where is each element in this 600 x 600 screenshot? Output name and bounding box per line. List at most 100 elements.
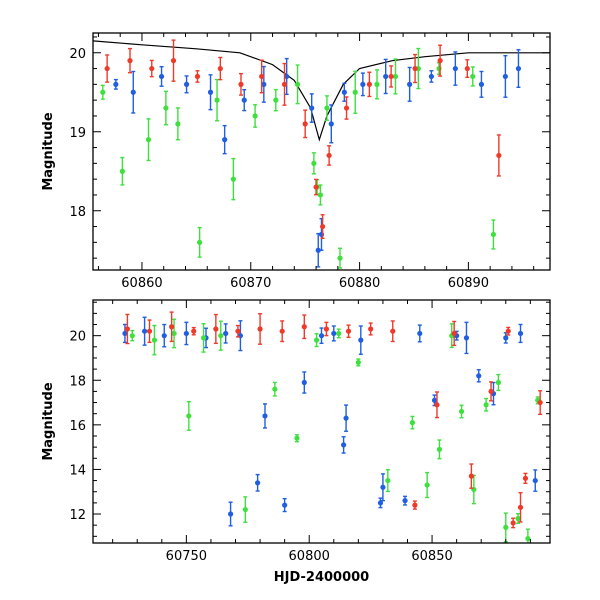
data-point-blue xyxy=(476,369,482,383)
data-point-blue xyxy=(237,320,244,352)
data-point-red xyxy=(257,313,263,345)
data-point-red xyxy=(437,44,443,77)
x-tick-label: 60750 xyxy=(166,549,207,564)
data-point-red xyxy=(104,54,110,83)
data-point-green xyxy=(392,58,399,95)
data-point-green xyxy=(294,64,301,105)
data-point-green xyxy=(470,66,476,87)
data-point-green xyxy=(218,320,224,351)
y-tick-label: 18 xyxy=(69,374,86,389)
data-point-green xyxy=(214,78,220,122)
x-tick-label: 60800 xyxy=(289,549,330,564)
y-tick-label: 19 xyxy=(69,126,86,141)
data-point-green xyxy=(337,247,343,269)
data-point-blue xyxy=(517,323,524,344)
data-point-green xyxy=(163,90,169,126)
data-point-green xyxy=(151,324,158,356)
data-point-red xyxy=(517,492,524,523)
data-point-red xyxy=(537,390,543,416)
data-point-green xyxy=(129,329,135,342)
data-point-red xyxy=(127,47,133,74)
data-point-blue xyxy=(383,58,389,95)
data-point-green xyxy=(352,70,358,114)
data-point-green xyxy=(273,88,279,112)
bottom-x-axis-label: HJD-2400000 xyxy=(274,570,369,585)
data-point-blue xyxy=(255,473,261,492)
data-point-blue xyxy=(515,49,522,89)
bottom-axis-ticks: 60750 60800 60850 12 14 16 18 20 xyxy=(69,300,550,564)
data-point-blue xyxy=(318,217,325,251)
data-point-green xyxy=(458,404,465,419)
data-point-blue xyxy=(343,404,349,432)
data-point-red xyxy=(149,59,155,78)
x-tick-label: 60870 xyxy=(230,276,271,291)
top-axis-ticks: 60860 60870 60880 60890 18 19 20 xyxy=(69,33,550,291)
data-point-red xyxy=(412,53,418,84)
data-point-blue xyxy=(532,469,538,492)
data-point-blue xyxy=(222,124,228,155)
data-point-blue xyxy=(183,75,190,94)
data-point-green xyxy=(385,468,391,493)
data-point-blue xyxy=(261,65,267,103)
data-point-red xyxy=(213,313,219,345)
data-point-red xyxy=(302,109,308,139)
data-point-red xyxy=(217,56,223,81)
data-point-green xyxy=(525,528,531,543)
data-point-green xyxy=(483,397,489,412)
data-point-green xyxy=(294,434,300,443)
data-point-red xyxy=(279,320,285,343)
data-point-green xyxy=(252,104,258,128)
data-point-red xyxy=(434,391,440,419)
data-point-blue xyxy=(341,436,347,454)
data-point-green xyxy=(336,328,342,339)
y-tick-label: 16 xyxy=(69,419,86,434)
top-plot-frame xyxy=(92,32,551,271)
data-point-blue xyxy=(227,501,234,527)
x-tick-label: 60850 xyxy=(411,549,452,564)
data-point-blue xyxy=(377,497,384,509)
data-point-green xyxy=(100,84,106,100)
data-point-green xyxy=(409,415,416,430)
data-point-red xyxy=(146,319,153,344)
data-point-green xyxy=(374,69,380,100)
top-y-axis-label: Magnitude xyxy=(41,112,56,191)
data-point-red xyxy=(169,311,175,343)
data-point-green xyxy=(171,318,177,349)
data-point-green xyxy=(313,333,320,348)
data-point-green xyxy=(230,157,236,201)
data-point-green xyxy=(324,95,330,121)
y-tick-label: 20 xyxy=(69,330,86,345)
data-point-red xyxy=(468,463,474,489)
data-point-blue xyxy=(309,93,315,123)
y-tick-label: 12 xyxy=(69,508,86,523)
x-tick-label: 60880 xyxy=(339,276,380,291)
data-point-blue xyxy=(407,66,413,102)
data-point-green xyxy=(175,107,181,141)
data-point-red xyxy=(451,320,457,347)
data-point-blue xyxy=(158,65,165,87)
data-point-blue xyxy=(284,57,290,96)
y-tick-label: 20 xyxy=(69,47,86,62)
data-point-red xyxy=(488,381,494,402)
data-point-blue xyxy=(301,371,307,394)
y-tick-label: 14 xyxy=(69,463,86,478)
bottom-data-points xyxy=(122,311,543,543)
data-point-blue xyxy=(207,74,214,111)
data-point-blue xyxy=(503,332,509,344)
data-point-blue xyxy=(380,473,386,502)
data-point-blue xyxy=(358,325,364,355)
bottom-panel: 60750 60800 60850 12 14 16 18 20 Magnitude HJD-… xyxy=(41,299,551,585)
data-point-red xyxy=(368,322,374,336)
data-point-red xyxy=(522,472,529,484)
data-point-red xyxy=(313,178,319,196)
data-point-green xyxy=(242,496,248,523)
data-point-red xyxy=(323,321,330,337)
data-point-red xyxy=(366,71,372,98)
data-point-blue xyxy=(452,51,458,86)
data-point-blue xyxy=(402,495,408,506)
data-point-red xyxy=(388,65,394,88)
data-point-green xyxy=(119,156,125,186)
data-point-blue xyxy=(360,72,366,97)
data-point-blue xyxy=(282,497,288,513)
